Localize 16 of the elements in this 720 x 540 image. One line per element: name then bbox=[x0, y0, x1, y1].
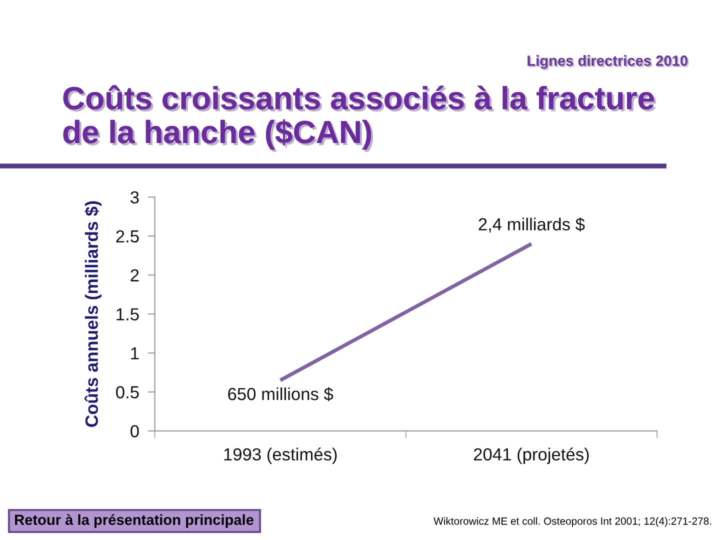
y-tick-label: 0 bbox=[130, 425, 139, 438]
y-tick-label: 0.5 bbox=[116, 386, 139, 398]
y-tick-label: 1 bbox=[131, 347, 139, 360]
y-axis-title: Coûts annuels (milliards $) bbox=[84, 201, 102, 427]
annotation: 2,4 milliards $ bbox=[478, 217, 585, 233]
y-tick-label: 2.5 bbox=[116, 230, 139, 243]
text: Retour à la présentation principale bbox=[15, 514, 254, 528]
y-tick-label: 1.5 bbox=[116, 308, 139, 320]
x-tick-label: 1993 (estimés) bbox=[224, 448, 337, 464]
y-tick-label: 2 bbox=[130, 269, 139, 282]
y-tick-label: 3 bbox=[130, 191, 139, 204]
chart-subtitle: Lignes directrices 2010 bbox=[528, 55, 689, 70]
text: Wiktorowicz ME et coll. Osteoporos Int 2001; 12(4):271-278. bbox=[434, 517, 712, 527]
annotation: 650 millions $ bbox=[228, 387, 334, 402]
x-tick-label: 2041 (projetés) bbox=[474, 448, 589, 464]
chart-title: Coûts croissants associés à la fracture de la hanche ($CAN) bbox=[63, 85, 656, 152]
